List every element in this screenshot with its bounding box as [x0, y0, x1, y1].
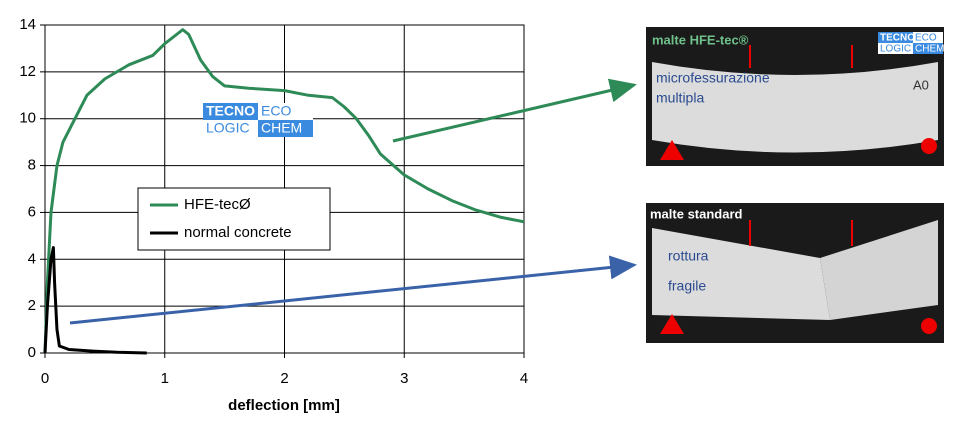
- x-tick-label: 1: [161, 370, 169, 387]
- x-tick-label: 2: [280, 370, 288, 387]
- y-tick-label: 8: [28, 157, 36, 174]
- photo-panel: malte standard rottura fragile: [646, 203, 944, 343]
- x-tick-label: 0: [41, 370, 49, 387]
- photo-label: multipla: [656, 90, 704, 106]
- logo: TECNO ECO LOGIC CHEM: [203, 103, 313, 137]
- y-tick-label: 10: [19, 110, 36, 127]
- legend-label: normal concrete: [184, 224, 292, 241]
- x-tick-label: 3: [400, 370, 408, 387]
- photo-title: malte standard: [650, 206, 743, 221]
- y-tick-label: 2: [28, 297, 36, 314]
- y-tick-label: 14: [19, 16, 36, 33]
- photo-label: rottura: [668, 248, 709, 264]
- chart: 0246810121401234HFE-tecØnormal concrete …: [0, 0, 962, 416]
- logo-text: LOGIC: [880, 44, 911, 55]
- y-tick-label: 0: [28, 344, 36, 361]
- photo-label: fragile: [668, 278, 706, 294]
- data-line: [45, 248, 147, 353]
- photo-panel: malte HFE-tec® microfessurazione multipl…: [646, 27, 944, 166]
- arrow: [70, 265, 634, 323]
- x-axis-label: deflection [mm]: [228, 397, 340, 414]
- y-tick-label: 4: [28, 250, 36, 267]
- logo-text: TECNO: [206, 103, 255, 119]
- photo-label: microfessurazione: [656, 70, 770, 86]
- logo-text: ECO: [915, 33, 937, 44]
- arrow: [393, 85, 634, 141]
- logo-text: CHEM: [261, 120, 302, 136]
- logo-text: CHEM: [915, 44, 944, 55]
- logo-text: TECNO: [880, 33, 915, 44]
- x-tick-label: 4: [520, 370, 528, 387]
- legend-label: HFE-tecØ: [184, 196, 251, 213]
- photo-tag: A0: [913, 77, 929, 92]
- y-tick-label: 12: [19, 63, 36, 80]
- logo-text: ECO: [261, 103, 291, 119]
- logo-text: LOGIC: [206, 120, 250, 136]
- y-tick-label: 6: [28, 203, 36, 220]
- photo-title: malte HFE-tec®: [652, 32, 749, 47]
